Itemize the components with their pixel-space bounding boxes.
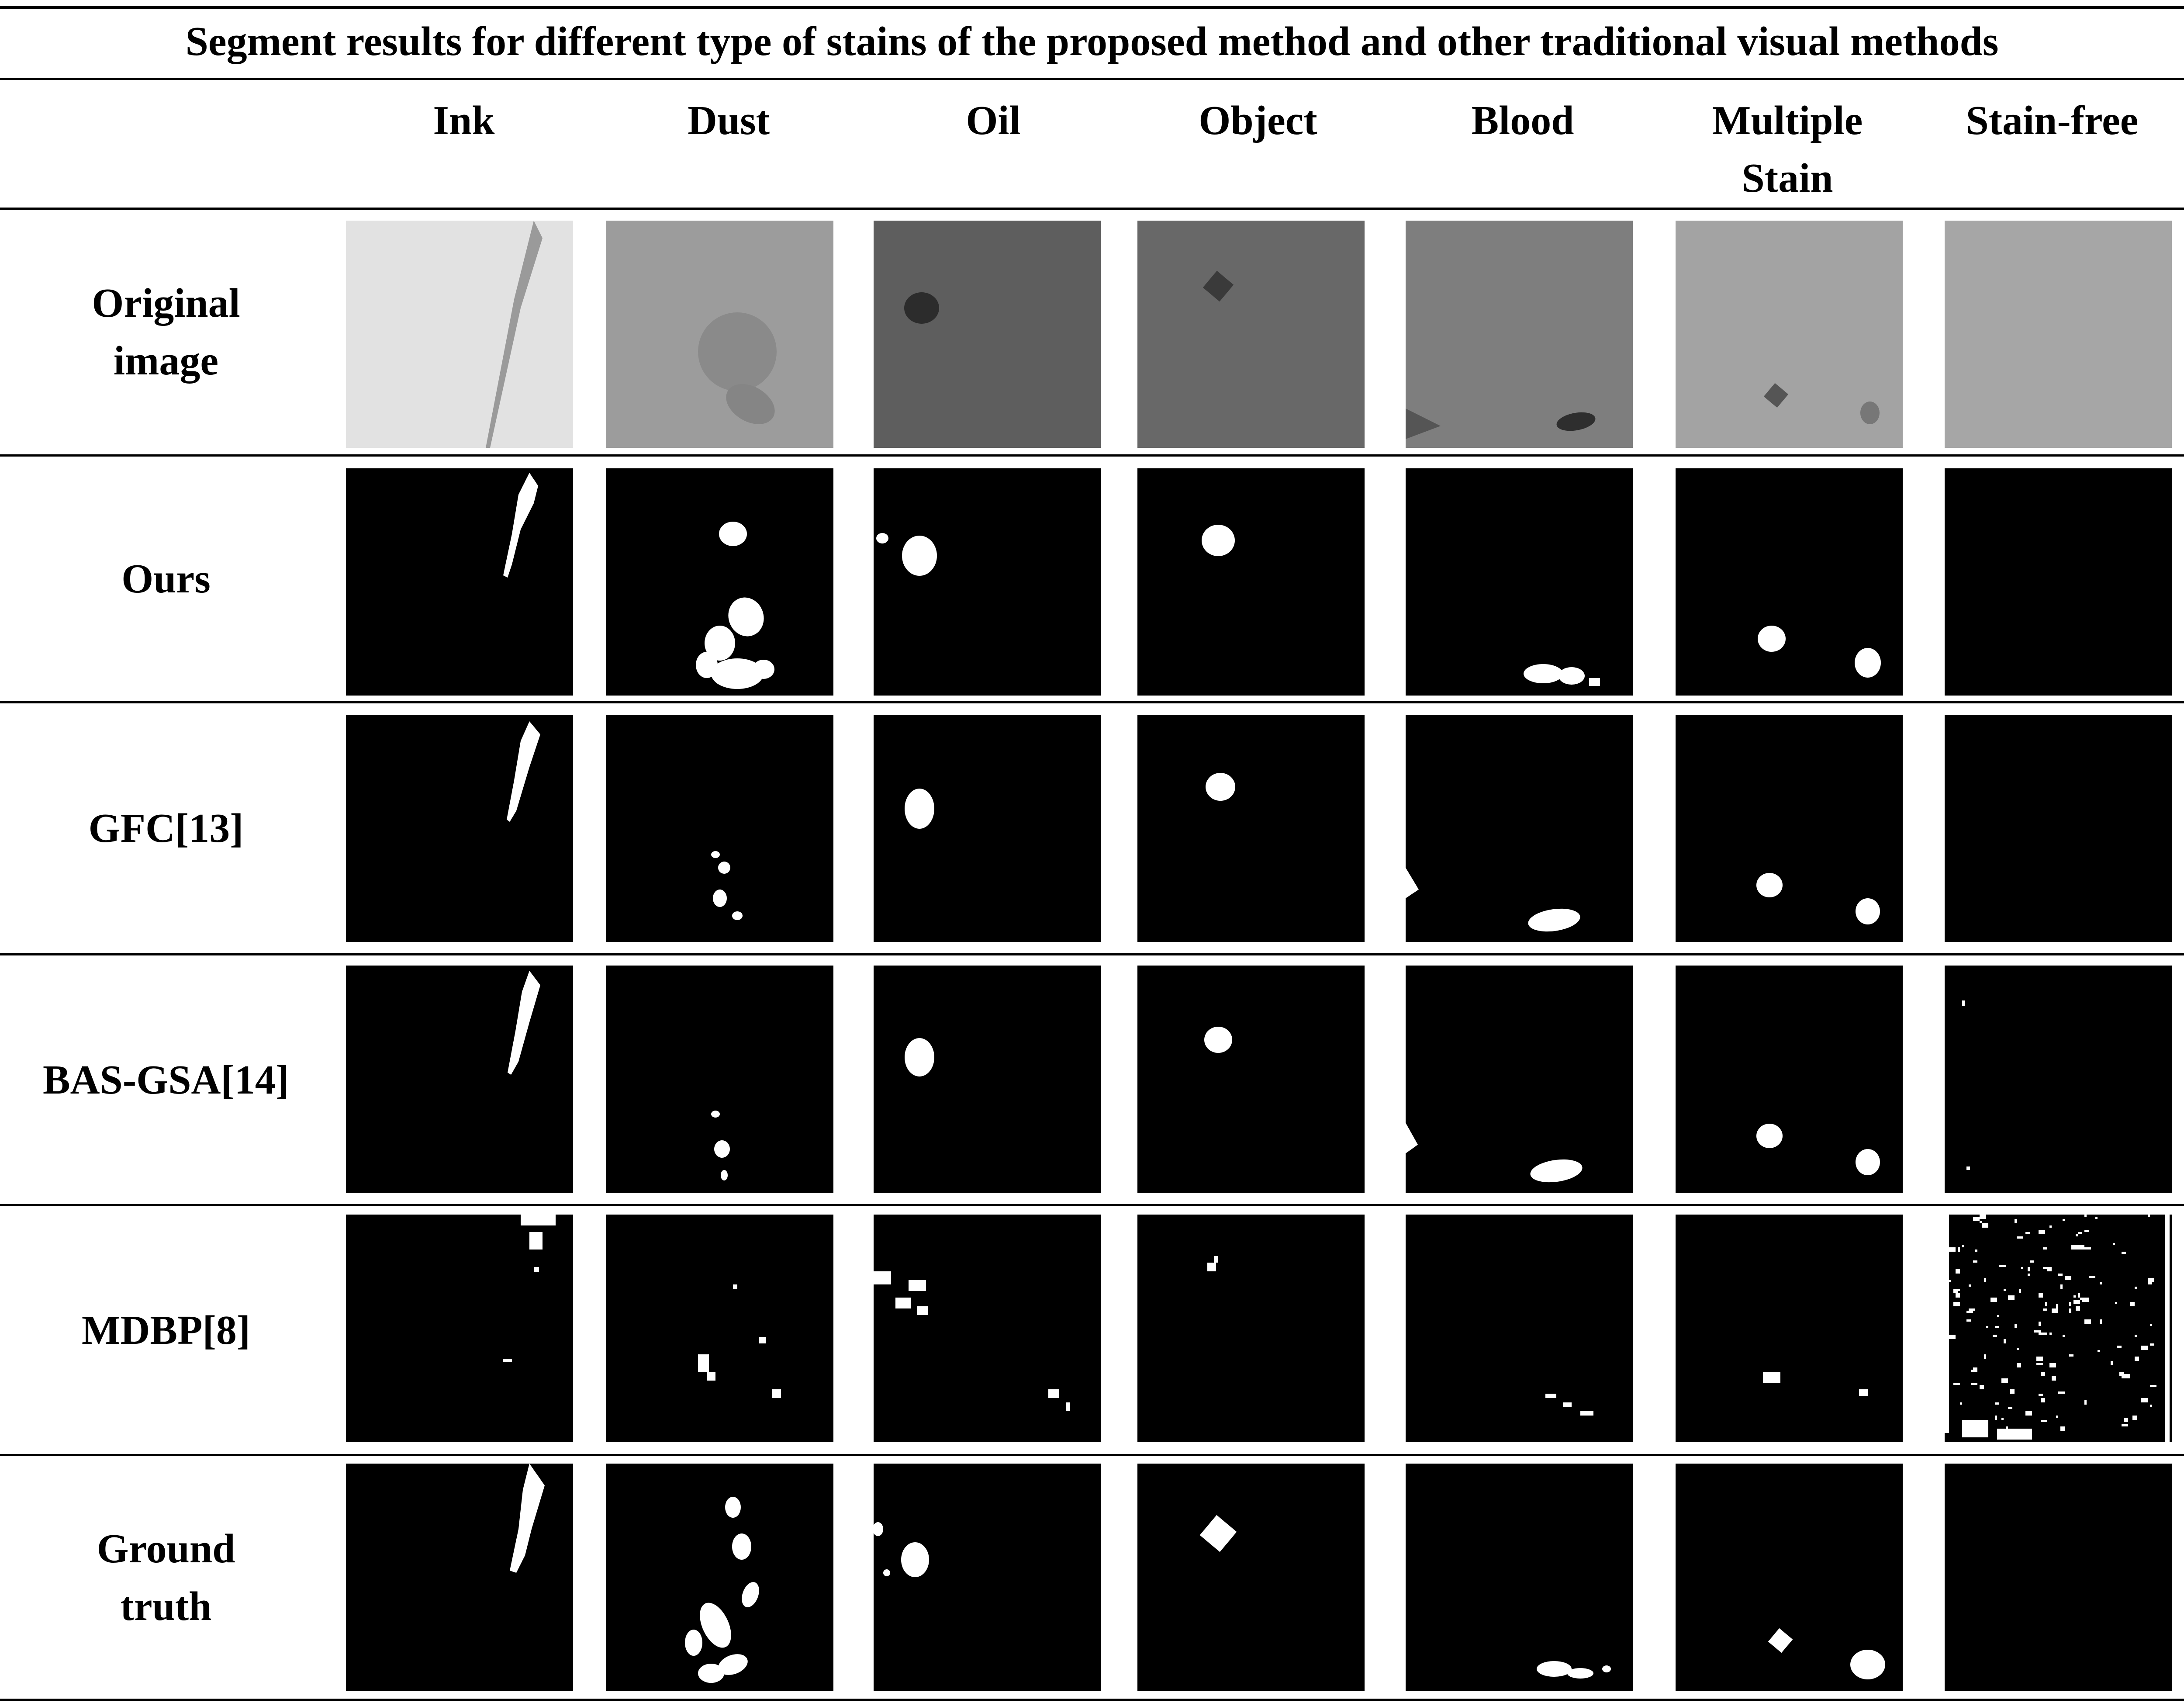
row-rule-2 <box>0 701 2184 703</box>
mask-gfc-multiple-stain <box>1676 715 1903 942</box>
mask-gfc-oil <box>874 715 1101 942</box>
title-rule <box>0 78 2184 80</box>
mask-bas-gsa-stain-free <box>1945 966 2172 1193</box>
column-header-multiple-stain: Multiple Stain <box>1712 98 1863 201</box>
mask-ground-truth-object <box>1137 1464 1365 1691</box>
mask-gfc-blood <box>1406 715 1633 942</box>
mask-bas-gsa-blood <box>1406 966 1633 1193</box>
original-image-oil <box>874 221 1101 448</box>
mask-ours-blood <box>1406 468 1633 696</box>
bottom-rule <box>0 1699 2184 1701</box>
mask-bas-gsa-dust <box>606 966 833 1193</box>
column-header-blood: Blood <box>1471 98 1574 143</box>
mask-gfc-dust <box>606 715 833 942</box>
original-image-dust <box>606 221 833 448</box>
original-image-ink <box>346 221 573 448</box>
row-rule-5 <box>0 1454 2184 1456</box>
mask-ours-object <box>1137 468 1365 696</box>
table-title: Segment results for different type of st… <box>185 19 1999 64</box>
mask-bas-gsa-multiple-stain <box>1676 966 1903 1193</box>
column-header-dust: Dust <box>687 98 770 143</box>
top-rule <box>0 6 2184 9</box>
mask-ground-truth-blood <box>1406 1464 1633 1691</box>
original-image-object <box>1137 221 1365 448</box>
column-header-object: Object <box>1199 98 1317 143</box>
mask-mdbp-oil <box>874 1215 1101 1442</box>
mask-ground-truth-multiple-stain <box>1676 1464 1903 1691</box>
row-label-ours: Ours <box>121 556 211 602</box>
mask-ours-multiple-stain <box>1676 468 1903 696</box>
row-label-ground-truth: Ground truth <box>97 1526 235 1629</box>
row-label-mdbp: MDBP[8] <box>81 1307 251 1353</box>
column-header-stain-free: Stain-free <box>1966 98 2139 143</box>
mask-ground-truth-oil <box>874 1464 1101 1691</box>
row-label-original-image: Original image <box>92 280 240 384</box>
original-image-stain-free <box>1945 221 2172 448</box>
mask-ground-truth-stain-free <box>1945 1464 2172 1691</box>
row-rule-3 <box>0 953 2184 955</box>
row-label-bas-gsa: BAS-GSA[14] <box>42 1057 290 1103</box>
mask-ground-truth-ink <box>346 1464 573 1691</box>
row-rule-4 <box>0 1204 2184 1206</box>
mask-gfc-stain-free <box>1945 715 2172 942</box>
mask-ours-ink <box>346 468 573 696</box>
mask-mdbp-object <box>1137 1215 1365 1442</box>
mask-bas-gsa-oil <box>874 966 1101 1193</box>
mask-bas-gsa-ink <box>346 966 573 1193</box>
original-image-multiple-stain <box>1676 221 1903 448</box>
row-label-gfc: GFC[13] <box>88 806 244 851</box>
mask-gfc-object <box>1137 715 1365 942</box>
mask-mdbp-dust <box>606 1215 833 1442</box>
mask-ours-stain-free <box>1945 468 2172 696</box>
mask-ours-dust <box>606 468 833 696</box>
mask-mdbp-stain-free <box>1945 1215 2172 1442</box>
row-rule-1 <box>0 454 2184 457</box>
original-image-blood <box>1406 221 1633 448</box>
mask-mdbp-ink <box>346 1215 573 1442</box>
mask-ground-truth-dust <box>606 1464 833 1691</box>
column-header-ink: Ink <box>433 98 495 143</box>
mask-gfc-ink <box>346 715 573 942</box>
column-header-oil: Oil <box>966 98 1021 143</box>
mask-bas-gsa-object <box>1137 966 1365 1193</box>
mask-ours-oil <box>874 468 1101 696</box>
mask-mdbp-blood <box>1406 1215 1633 1442</box>
header-rule <box>0 208 2184 210</box>
mask-mdbp-multiple-stain <box>1676 1215 1903 1442</box>
